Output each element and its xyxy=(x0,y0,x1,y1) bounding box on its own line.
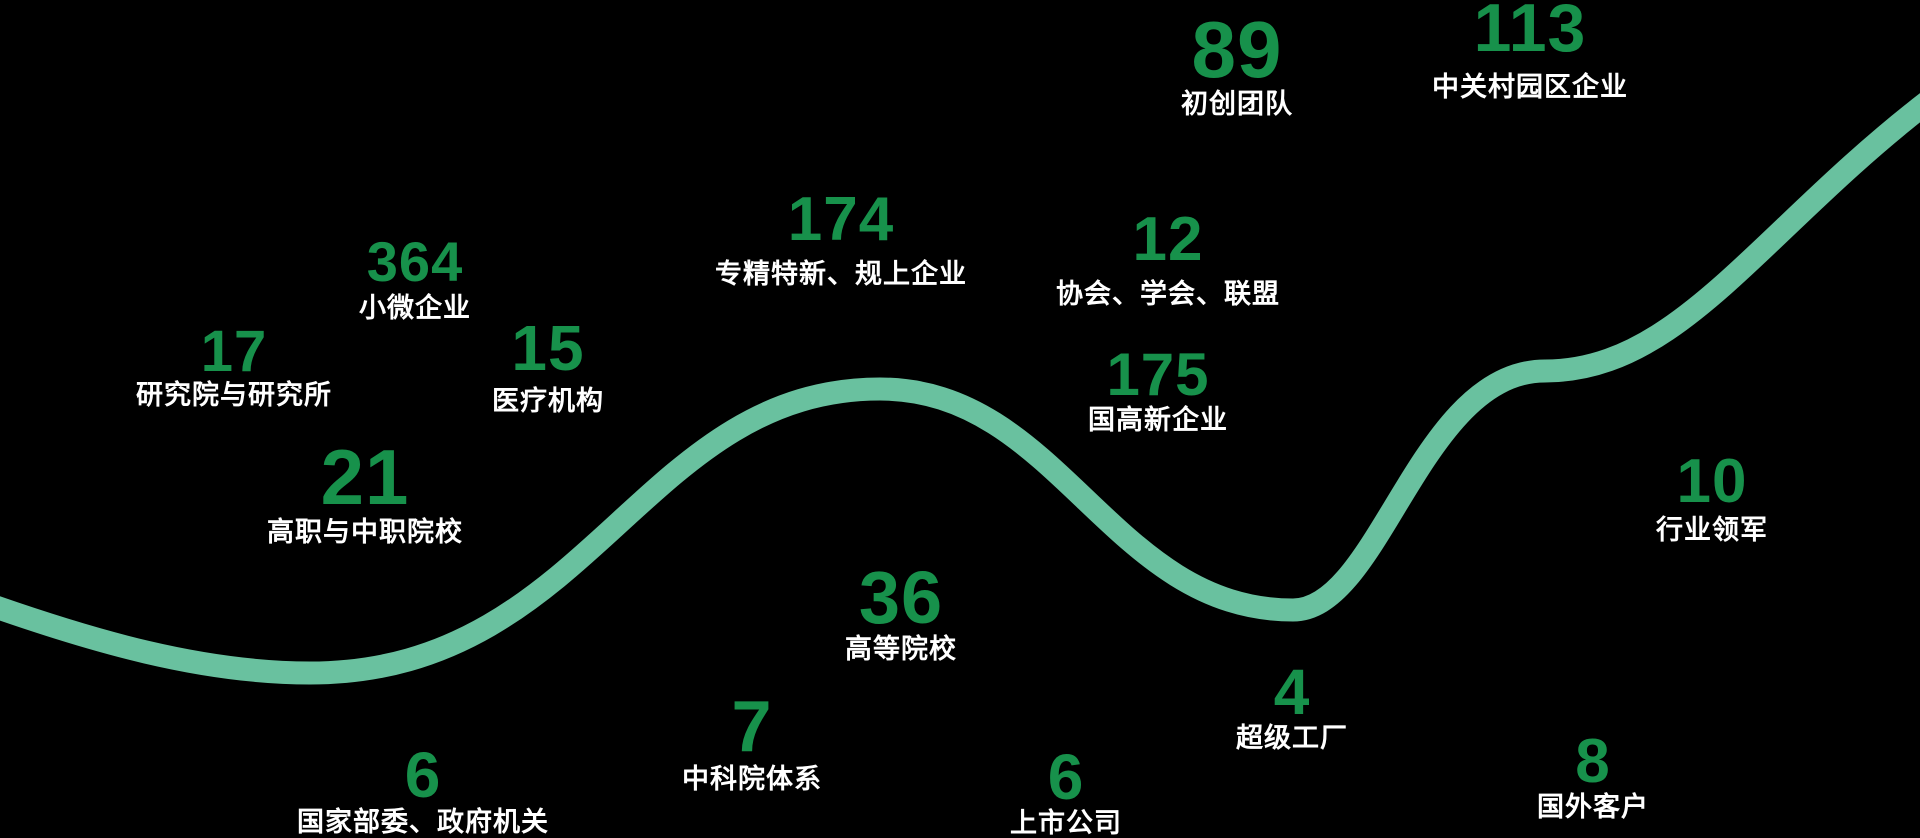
stat-item-industry-leaders: 10 行业领军 xyxy=(1656,447,1768,545)
stat-item-specialized-enterprises: 174 专精特新、规上企业 xyxy=(715,185,967,289)
stat-item-research-institutes: 17 研究院与研究所 xyxy=(136,319,332,410)
stat-value: 364 xyxy=(366,230,464,293)
stat-label: 中关村园区企业 xyxy=(1432,72,1628,102)
stat-value: 174 xyxy=(787,185,895,254)
stat-value: 4 xyxy=(1273,656,1311,728)
stat-label: 上市公司 xyxy=(1010,808,1122,838)
stat-item-universities: 36 高等院校 xyxy=(845,556,957,664)
stat-value: 6 xyxy=(1047,741,1085,813)
stat-label: 高等院校 xyxy=(845,634,957,664)
stat-item-micro-small-enterprises: 364 小微企业 xyxy=(359,230,471,323)
stat-value: 10 xyxy=(1676,447,1748,516)
stat-value: 8 xyxy=(1575,727,1611,796)
stat-label: 医疗机构 xyxy=(492,386,604,416)
stat-item-vocational-colleges: 21 高职与中职院校 xyxy=(267,438,463,546)
stat-item-government-agencies: 6 国家部委、政府机关 xyxy=(297,743,549,836)
stat-label: 专精特新、规上企业 xyxy=(715,259,967,289)
growth-curve xyxy=(0,93,1920,685)
stat-label: 高职与中职院校 xyxy=(267,517,463,547)
stat-label: 中科院体系 xyxy=(682,764,822,794)
stat-label: 协会、学会、联盟 xyxy=(1056,279,1280,309)
stat-item-overseas-clients: 8 国外客户 xyxy=(1537,727,1649,822)
stat-value: 15 xyxy=(511,312,585,384)
stat-value: 6 xyxy=(404,739,442,811)
stat-label: 国高新企业 xyxy=(1088,405,1228,435)
stat-item-medical-institutions: 15 医疗机构 xyxy=(492,316,604,415)
stat-item-listed-companies: 6 上市公司 xyxy=(1010,745,1122,837)
stat-value: 17 xyxy=(200,319,268,384)
stat-value: 7 xyxy=(731,687,773,767)
stat-label: 研究院与研究所 xyxy=(136,380,332,410)
stat-value: 175 xyxy=(1106,341,1210,408)
stat-label: 行业领军 xyxy=(1656,515,1768,545)
stat-item-startup-teams: 89 初创团队 xyxy=(1181,5,1293,119)
stat-item-zhongguancun-park-enterprises: 113 中关村园区企业 xyxy=(1432,0,1628,101)
stat-item-national-hightech-enterprises: 175 国高新企业 xyxy=(1088,341,1228,435)
stat-label: 小微企业 xyxy=(359,293,471,323)
stat-value: 89 xyxy=(1191,5,1283,94)
stat-item-cas-system: 7 中科院体系 xyxy=(682,691,822,793)
stat-value: 12 xyxy=(1132,205,1204,274)
stat-value: 36 xyxy=(858,556,944,639)
stat-item-associations-alliances: 12 协会、学会、联盟 xyxy=(1056,205,1280,309)
stat-value: 113 xyxy=(1473,0,1587,66)
stat-label: 国家部委、政府机关 xyxy=(297,807,549,837)
stat-item-super-factories: 4 超级工厂 xyxy=(1236,660,1348,752)
stat-label: 超级工厂 xyxy=(1236,723,1348,753)
stat-label: 初创团队 xyxy=(1181,89,1293,119)
stat-value: 21 xyxy=(320,433,410,521)
stat-label: 国外客户 xyxy=(1537,792,1649,822)
